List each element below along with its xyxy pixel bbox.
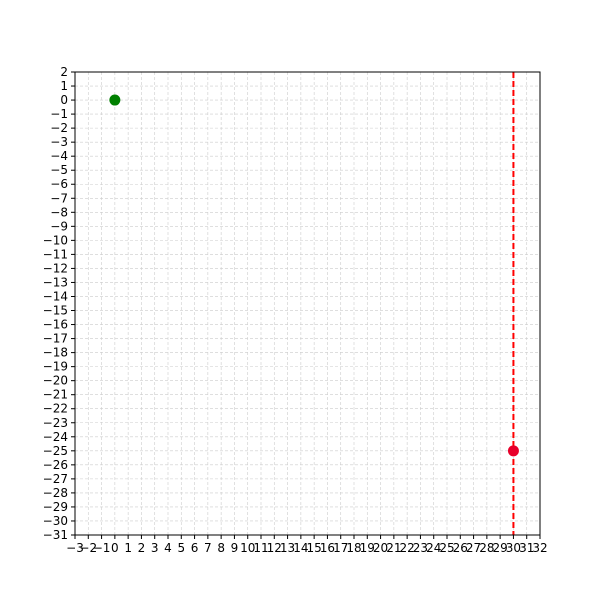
y-tick-label: −31 [43, 528, 68, 542]
y-tick-label: −6 [50, 177, 68, 191]
x-tick-label: 14 [293, 541, 308, 555]
x-tick-label: 32 [532, 541, 547, 555]
x-tick-label: 21 [386, 541, 401, 555]
x-tick-label: 30 [506, 541, 521, 555]
grid-layer [74, 71, 541, 536]
data-point-layer [109, 94, 519, 457]
x-tick-label: 26 [453, 541, 468, 555]
y-tick-label: −13 [43, 275, 68, 289]
y-tick-label: 0 [60, 93, 68, 107]
y-tick-label: −7 [50, 191, 68, 205]
x-tick-label: 0 [111, 541, 119, 555]
x-tick-label: 16 [320, 541, 335, 555]
x-tick-label: 28 [479, 541, 494, 555]
y-tick-label: −12 [43, 261, 68, 275]
y-tick-label: 2 [60, 65, 68, 79]
x-tick-label: 13 [280, 541, 295, 555]
x-tick-label: 17 [333, 541, 348, 555]
x-tick-label: 22 [400, 541, 415, 555]
x-tick-label: 18 [346, 541, 361, 555]
y-tick-label: −30 [43, 514, 68, 528]
x-tick-label: 23 [413, 541, 428, 555]
y-tick-label: −5 [50, 163, 68, 177]
y-tick-label: −20 [43, 374, 68, 388]
x-tick-label: −2 [79, 541, 97, 555]
y-tick-label: −16 [43, 318, 68, 332]
x-tick-label: 31 [519, 541, 534, 555]
y-tick-label: −11 [43, 247, 68, 261]
y-tick-label: −18 [43, 346, 68, 360]
x-tick-label: 25 [439, 541, 454, 555]
y-tick-label: −22 [43, 402, 68, 416]
x-tick-label: 27 [466, 541, 481, 555]
x-tick-label: 8 [217, 541, 225, 555]
y-tick-label: −3 [50, 135, 68, 149]
x-tick-label: 2 [138, 541, 146, 555]
y-tick-label: −15 [43, 304, 68, 318]
y-tick-label: −17 [43, 332, 68, 346]
y-tick-label: −8 [50, 205, 68, 219]
y-tick-label: −24 [43, 430, 68, 444]
x-tick-label: 29 [493, 541, 508, 555]
y-tick-label: −1 [50, 107, 68, 121]
x-tick-label: 9 [231, 541, 239, 555]
y-tick-label: 1 [60, 79, 68, 93]
y-tick-label: −14 [43, 289, 68, 303]
x-tick-label: 19 [360, 541, 375, 555]
x-tick-label: −1 [93, 541, 111, 555]
x-tick-label: 1 [124, 541, 132, 555]
x-tick-label: 12 [267, 541, 282, 555]
y-tick-label: −10 [43, 233, 68, 247]
x-tick-label: 5 [177, 541, 185, 555]
y-tick-label: −2 [50, 121, 68, 135]
y-tick-label: −25 [43, 444, 68, 458]
y-tick-label: −28 [43, 486, 68, 500]
y-tick-label: −21 [43, 388, 68, 402]
x-axis-ticks: −3−2−1 0 1 2 3 4 5 6 7 8 9 101112131415161718192021… [66, 535, 548, 555]
y-tick-label: −23 [43, 416, 68, 430]
y-tick-label: −26 [43, 458, 68, 472]
x-tick-label: 20 [373, 541, 388, 555]
x-tick-label: −3 [66, 541, 84, 555]
x-tick-label: 15 [307, 541, 322, 555]
data-point [109, 94, 121, 106]
x-tick-label: 7 [204, 541, 212, 555]
x-tick-label: 10 [240, 541, 255, 555]
x-tick-label: 11 [253, 541, 268, 555]
y-tick-label: −9 [50, 219, 68, 233]
axes-frame [74, 71, 541, 536]
x-tick-label: 24 [426, 541, 441, 555]
x-tick-label: 4 [164, 541, 172, 555]
y-axis-ticks: 210−1−2−3−4−5−6−7−8−9−10−11−12−13−14−15−… [43, 65, 75, 542]
data-point [507, 445, 519, 457]
y-tick-label: −27 [43, 472, 68, 486]
y-tick-label: −19 [43, 360, 68, 374]
x-tick-label: 6 [191, 541, 199, 555]
y-tick-label: −29 [43, 500, 68, 514]
y-tick-label: −4 [50, 149, 68, 163]
x-tick-label: 3 [151, 541, 159, 555]
